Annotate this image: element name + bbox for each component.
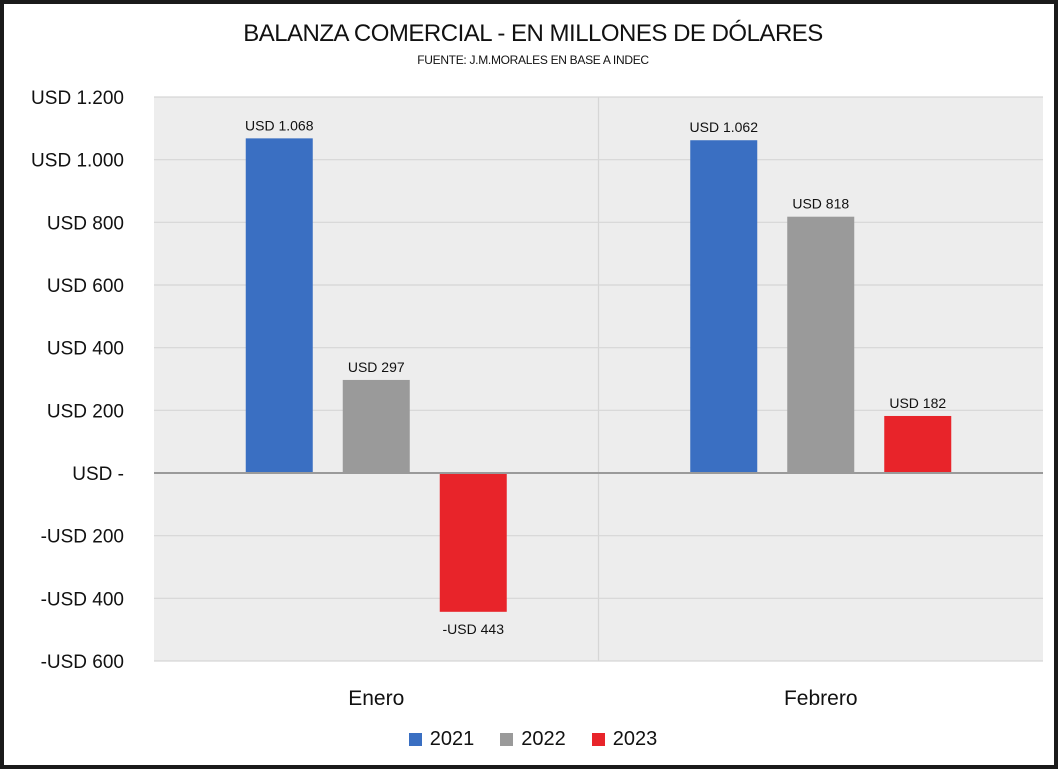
data-label: USD 1.068 — [245, 117, 314, 133]
y-tick-label: USD 1.200 — [31, 88, 124, 109]
y-tick-label: USD 400 — [47, 339, 124, 360]
legend-item-2022: 2022 — [500, 728, 566, 751]
data-label: -USD 443 — [443, 621, 505, 637]
legend-swatch-2021 — [408, 733, 422, 746]
data-label: USD 1.062 — [690, 119, 759, 135]
bar-2023-febrero — [884, 415, 952, 473]
bar-chart: USD 1.200 USD 1.000 USD 800 USD 600 USD 400 U… — [31, 88, 1043, 710]
data-label: USD 182 — [889, 395, 946, 411]
legend: 2021 2022 2023 — [4, 728, 1058, 751]
bar-2022-enero — [342, 379, 410, 473]
y-tick-label: USD 600 — [47, 276, 124, 297]
y-tick-label: USD 800 — [47, 213, 124, 234]
y-tick-label: USD - — [72, 464, 124, 485]
legend-label-2021: 2021 — [429, 728, 475, 750]
bar-2021-enero — [245, 138, 313, 474]
legend-label-2023: 2023 — [612, 728, 658, 750]
legend-item-2021: 2021 — [408, 728, 475, 751]
y-tick-label: -USD 400 — [41, 589, 124, 610]
x-category-label: Enero — [348, 687, 404, 710]
chart-subtitle: FUENTE: J.M.MORALES EN BASE A INDEC — [417, 53, 649, 67]
y-tick-label: -USD 200 — [41, 527, 124, 548]
x-category-label: Febrero — [784, 687, 858, 710]
bar-2022-febrero — [787, 216, 855, 473]
legend-swatch-2023 — [591, 733, 605, 746]
legend-swatch-2022 — [500, 733, 514, 746]
y-tick-label: USD 200 — [47, 401, 124, 422]
bar-2021-febrero — [690, 140, 758, 474]
legend-label-2022: 2022 — [521, 728, 566, 750]
legend-item-2023: 2023 — [591, 728, 658, 751]
y-tick-label: USD 1.000 — [31, 151, 124, 172]
bar-2023-enero — [439, 473, 507, 612]
data-label: USD 818 — [792, 196, 849, 212]
y-tick-label: -USD 600 — [41, 652, 124, 673]
chart-title: BALANZA COMERCIAL - EN MILLONES DE DÓLAR… — [243, 20, 823, 47]
data-label: USD 297 — [348, 359, 405, 375]
